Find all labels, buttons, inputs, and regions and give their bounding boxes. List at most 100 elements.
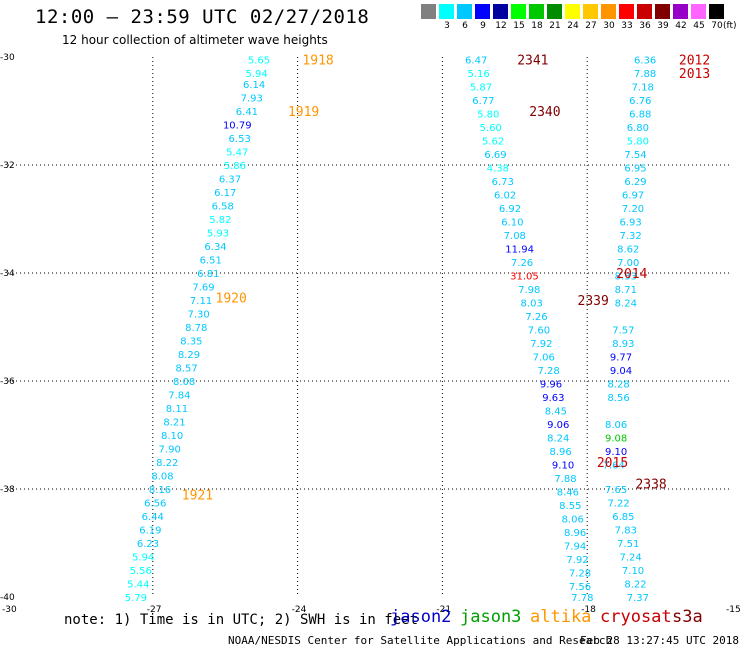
wave-height-value: 7.51 [617, 539, 639, 550]
wave-height-value: 8.08 [151, 472, 173, 483]
pass-time-label: 2014 [616, 267, 647, 282]
wave-height-value: 6.34 [204, 242, 226, 253]
wave-height-value: 6.76 [629, 96, 651, 107]
legend-swatch [529, 4, 544, 19]
wave-height-value: 6.80 [627, 123, 649, 134]
x-tick-label: -21 [436, 605, 451, 615]
wave-height-value: 6.88 [629, 110, 651, 121]
wave-height-value: 8.93 [612, 339, 634, 350]
wave-height-value: 8.56 [607, 393, 629, 404]
wave-height-value: 6.23 [137, 539, 159, 550]
wave-height-value: 8.03 [521, 299, 543, 310]
timestamp-text: Feb 28 13:27:45 UTC 2018 [580, 634, 739, 647]
wave-height-value: 5.93 [207, 229, 229, 240]
wave-height-value: 7.65 [605, 485, 627, 496]
pass-time-label: 1919 [288, 105, 319, 120]
wave-height-value: 6.14 [243, 80, 265, 91]
wave-height-value: 6.77 [472, 96, 494, 107]
credit-text: NOAA/NESDIS Center for Satellite Applica… [228, 634, 613, 647]
wave-height-value: 10.79 [223, 121, 252, 132]
wave-height-value: 7.28 [569, 569, 591, 580]
wave-height-value: 7.37 [627, 593, 649, 604]
y-tick-label: -30 [0, 53, 15, 63]
y-tick-label: -40 [0, 593, 15, 603]
pass-time-label: 1918 [302, 54, 333, 69]
wave-height-value: 7.10 [622, 566, 644, 577]
legend-label: 70 [711, 21, 723, 31]
wave-height-value: 7.92 [530, 339, 552, 350]
wave-height-value: 8.21 [163, 418, 185, 429]
wave-height-value: 6.19 [139, 526, 161, 537]
pass-time-label: 2339 [578, 294, 609, 309]
legend-label: 15 [513, 21, 525, 31]
wave-height-value: 7.56 [569, 582, 591, 593]
mission-label: s3a [672, 607, 703, 627]
wave-height-value: 8.57 [175, 364, 197, 375]
wave-height-value: 7.06 [533, 353, 555, 364]
legend-swatch [691, 4, 706, 19]
wave-height-value: 7.84 [168, 391, 190, 402]
pass-time-label: 1921 [182, 488, 213, 503]
wave-height-value: 9.10 [552, 461, 574, 472]
wave-height-value: 8.35 [180, 337, 202, 348]
pass-time-label: 2012 [679, 54, 710, 69]
legend-swatch [565, 4, 580, 19]
wave-height-value: 31.05 [510, 272, 539, 283]
mission-label: jason3 [460, 607, 522, 627]
wave-height-value: 6.29 [624, 177, 646, 188]
wave-height-value: 9.96 [540, 380, 562, 391]
wave-height-value: 6.47 [465, 56, 487, 67]
legend-label: 27 [585, 21, 597, 31]
wave-height-value: 5.94 [245, 69, 267, 80]
wave-height-value: 9.06 [547, 420, 569, 431]
legend-swatch [619, 4, 634, 19]
wave-height-value: 5.80 [627, 137, 649, 148]
wave-height-value: 9.04 [610, 366, 632, 377]
wave-height-value: 7.64 [603, 461, 625, 472]
legend-swatch [673, 4, 688, 19]
mission-label: altika [530, 607, 592, 627]
wave-height-value: 5.44 [127, 580, 149, 591]
wave-height-value: 7.00 [617, 258, 639, 269]
wave-height-value: 9.63 [542, 393, 564, 404]
wave-height-value: 9.10 [605, 447, 627, 458]
legend-label: 33 [621, 21, 633, 31]
wave-height-value: 8.06 [562, 515, 584, 526]
pass-time-label: 2013 [679, 67, 710, 82]
legend-label: 6 [462, 21, 468, 31]
wave-height-value: 8.45 [545, 407, 567, 418]
wave-height-value: 7.94 [564, 542, 586, 553]
legend-swatch [421, 4, 436, 19]
wave-height-value: 5.60 [480, 123, 502, 134]
wave-height-value: 6.44 [142, 512, 164, 523]
wave-height-value: 8.11 [166, 404, 188, 415]
wave-height-value: 5.16 [467, 69, 489, 80]
pass-time-label: 2015 [597, 456, 628, 471]
wave-height-value: 6.53 [229, 134, 251, 145]
wave-height-value: 6.95 [624, 164, 646, 175]
legend-swatch [493, 4, 508, 19]
y-tick-label: -34 [0, 269, 15, 279]
legend-label: 45 [693, 21, 705, 31]
legend-label: 12 [495, 21, 507, 31]
wave-height-value: 8.16 [149, 485, 171, 496]
wave-height-value: 8.08 [173, 377, 195, 388]
wave-height-value: 6.10 [501, 218, 523, 229]
wave-height-value: 8.62 [617, 245, 639, 256]
wave-height-value: 7.28 [537, 366, 559, 377]
legend-swatch [475, 4, 490, 19]
wave-height-value: 7.22 [607, 499, 629, 510]
wave-height-value: 8.24 [615, 299, 637, 310]
y-tick-label: -32 [0, 161, 15, 171]
wave-height-value: 8.78 [185, 323, 207, 334]
wave-height-value: 7.57 [612, 326, 634, 337]
legend-swatch [655, 4, 670, 19]
legend-swatch [439, 4, 454, 19]
wave-height-value: 8.22 [624, 580, 646, 591]
wave-height-value: 6.85 [612, 512, 634, 523]
wave-height-value: 7.78 [571, 593, 593, 604]
wave-height-value: 6.02 [494, 191, 516, 202]
wave-height-value: 8.46 [557, 488, 579, 499]
mission-label: cryosat [600, 607, 672, 627]
